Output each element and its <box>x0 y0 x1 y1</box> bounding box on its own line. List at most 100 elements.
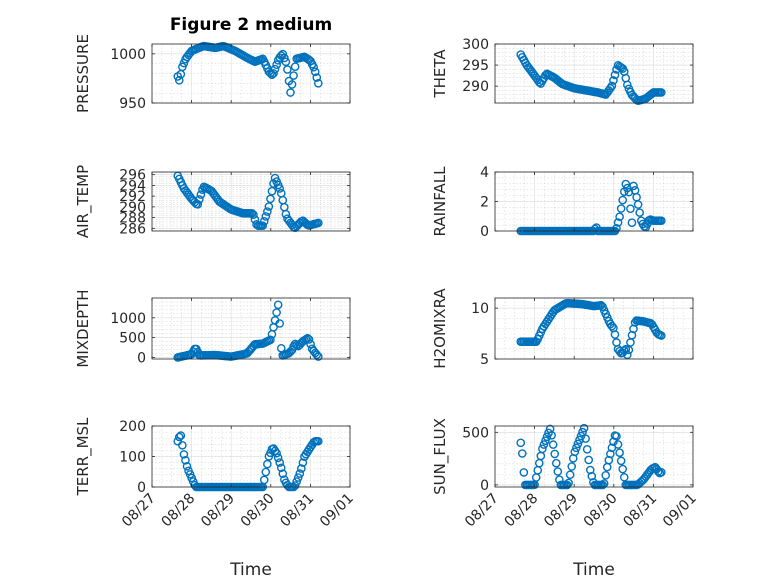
data-point <box>178 62 187 72</box>
data-point <box>579 423 589 433</box>
data-point <box>587 471 597 481</box>
data-point <box>278 469 288 478</box>
x-axis-label-right: Time <box>572 560 615 580</box>
data-point <box>297 464 306 473</box>
y-axis-label: TERR_MSL <box>74 417 93 496</box>
data-point <box>517 449 527 458</box>
data-point <box>657 216 666 225</box>
y-tick-label: 292 <box>119 189 146 205</box>
data-point <box>627 218 637 227</box>
y-tick-label: 0 <box>137 350 146 366</box>
axes-box <box>151 297 351 360</box>
data-point <box>287 80 297 89</box>
data-point <box>606 449 615 459</box>
y-tick-label: 296 <box>119 168 146 184</box>
subplot-sun_flux: 0 500 08/27 08/28 08/29 08/30 08/31 09/01 SUN_FL… <box>431 418 700 530</box>
x-tick-label: 08/28 <box>159 491 199 531</box>
data-point <box>604 455 614 465</box>
data-point <box>610 330 620 339</box>
data-point <box>273 300 283 310</box>
data-point <box>309 62 318 72</box>
figure-title: Figure 2 medium <box>170 15 332 35</box>
x-tick-label: 08/29 <box>198 491 238 531</box>
y-tick-label: 0 <box>480 224 489 240</box>
data-point <box>657 88 666 97</box>
data-point <box>542 432 552 442</box>
data-point <box>616 456 626 466</box>
y-tick-label: 286 <box>119 221 146 237</box>
data-point <box>298 458 308 467</box>
data-point <box>657 467 666 477</box>
data-point <box>193 200 203 209</box>
data-point <box>292 340 301 350</box>
data-point <box>272 308 281 317</box>
y-tick-label: 0 <box>480 478 489 494</box>
subplot-pressure: 950 1000 PRESSURE <box>74 34 351 113</box>
data-point <box>601 470 611 480</box>
y-tick-label: 0 <box>137 480 146 496</box>
data-point <box>621 179 631 189</box>
data-point <box>278 49 288 59</box>
data-point <box>623 350 632 360</box>
y-tick-label: 290 <box>462 79 489 95</box>
data-point <box>275 184 285 193</box>
data-point <box>584 455 594 465</box>
data-point <box>295 469 305 478</box>
x-tick-label: 08/27 <box>462 491 502 531</box>
y-tick-label: 295 <box>462 58 489 74</box>
data-point <box>269 69 278 78</box>
data-point <box>264 202 274 211</box>
data-point <box>266 335 275 345</box>
data-point <box>195 195 204 204</box>
data-point <box>562 480 572 490</box>
data-point <box>314 218 323 228</box>
y-tick-label: 100 <box>119 450 146 466</box>
data-point <box>619 472 629 482</box>
data-point <box>314 79 323 88</box>
data-point <box>280 53 289 63</box>
data-point <box>178 440 187 450</box>
data-point <box>570 447 580 457</box>
subplot-mixdepth: 0 500 1000 MIXDEPTH <box>74 289 351 368</box>
data-point <box>626 204 635 214</box>
data-point <box>261 467 271 477</box>
data-point <box>616 204 626 213</box>
axes-box <box>494 43 694 104</box>
data-point <box>181 456 190 465</box>
data-point <box>575 435 584 445</box>
data-point <box>267 186 277 196</box>
y-tick-label: 950 <box>119 96 146 112</box>
data-point <box>567 462 577 471</box>
subplot-rainfall: 0 2 4 RAINFALL <box>431 165 694 240</box>
data-point <box>607 81 617 91</box>
x-axis-label-left: Time <box>229 560 272 580</box>
y-axis-label: RAINFALL <box>431 166 449 237</box>
y-tick-label: 2 <box>480 195 489 211</box>
data-point <box>553 467 563 476</box>
data-point <box>618 195 628 205</box>
data-point <box>657 331 666 340</box>
subplot-terr_msl: 0 100 200 08/27 08/28 08/29 08/30 08/31 09/01 TER… <box>74 417 357 530</box>
data-point <box>263 459 272 469</box>
data-point <box>280 202 289 212</box>
y-tick-label: 290 <box>119 200 146 216</box>
data-point <box>534 458 544 468</box>
data-point <box>533 466 543 475</box>
y-tick-label: 294 <box>119 178 146 194</box>
data-point <box>602 462 612 472</box>
data-point <box>548 440 558 449</box>
x-tick-label: 08/31 <box>620 491 660 531</box>
data-point <box>314 352 323 361</box>
subplot-h2omixra: 5 10 H2OMIXRA <box>431 288 694 369</box>
data-point <box>585 465 595 475</box>
data-point <box>259 475 269 485</box>
data-point <box>519 468 529 477</box>
data-point <box>258 221 268 230</box>
data-point <box>312 350 322 360</box>
data-point <box>261 212 271 221</box>
data-point <box>550 449 560 459</box>
data-point <box>551 458 561 468</box>
data-point <box>174 432 184 442</box>
